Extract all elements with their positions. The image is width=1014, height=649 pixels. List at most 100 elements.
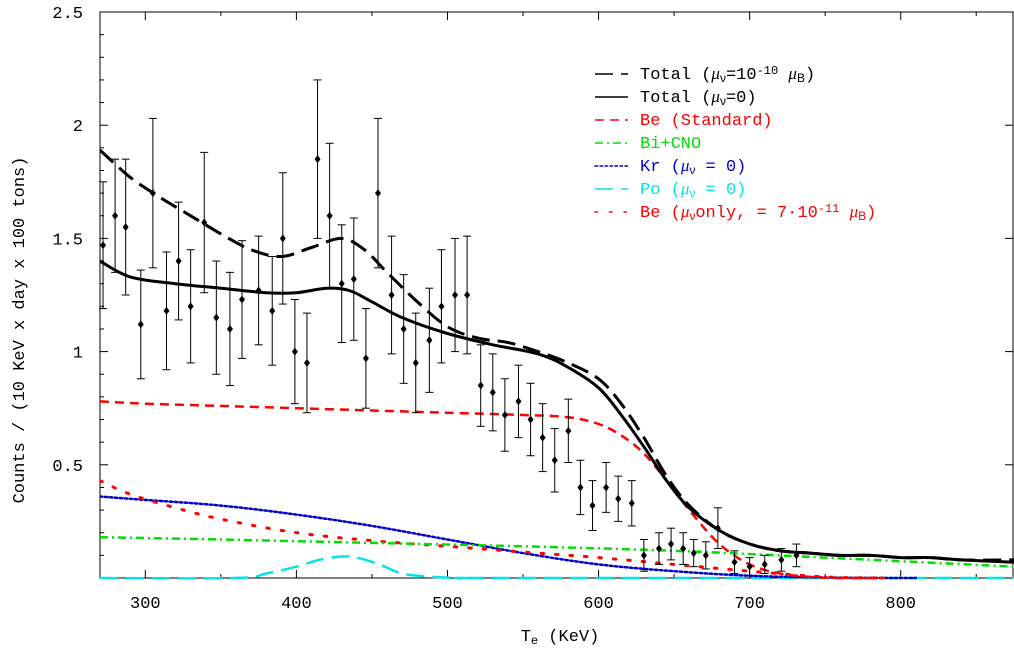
series-lines: [100, 148, 1014, 580]
x-axis-label: Te (KeV): [521, 628, 600, 648]
point-marker: [400, 324, 407, 333]
data-point: [488, 353, 497, 432]
data-point: [136, 269, 145, 380]
y-tick-label: 2: [73, 118, 83, 137]
point-marker: [489, 388, 496, 397]
point-marker: [589, 501, 596, 510]
data-point: [602, 462, 611, 513]
point-marker: [163, 306, 170, 315]
point-marker: [175, 257, 182, 266]
data-point: [745, 557, 754, 577]
data-point: [627, 480, 636, 527]
data-point: [148, 117, 157, 269]
data-point: [701, 541, 710, 570]
point-marker: [100, 241, 107, 250]
point-marker: [477, 381, 484, 390]
data-point: [514, 364, 523, 439]
point-marker: [539, 433, 546, 442]
x-tick-label: 400: [281, 595, 312, 614]
data-point: [792, 543, 801, 568]
data-point: [121, 158, 130, 296]
point-marker: [628, 499, 635, 508]
legend-label: Bi+CNO: [640, 135, 701, 154]
data-point: [679, 532, 688, 565]
data-point: [174, 201, 183, 321]
point-marker: [452, 291, 459, 299]
data-point: [588, 480, 597, 531]
data-point: [225, 271, 234, 387]
data-point: [451, 237, 460, 353]
data-point: [268, 256, 277, 366]
data-point: [437, 249, 446, 364]
point-marker: [374, 189, 381, 198]
point-marker: [291, 347, 298, 356]
x-tick-label: 300: [130, 595, 161, 614]
data-point: [186, 249, 195, 364]
data-point: [538, 403, 547, 473]
plot-frame: [99, 11, 1014, 579]
data-point: [313, 79, 322, 239]
axis-ticks: 300 400 500 600 700 800 0.5 1 1.5 2 2.5: [52, 5, 1013, 614]
point-marker: [213, 313, 220, 322]
point-marker: [338, 279, 345, 288]
point-marker: [388, 291, 395, 299]
point-marker: [668, 540, 675, 549]
series-line-total-mu: [100, 148, 1014, 562]
series-line-be-standard: [100, 400, 886, 580]
point-marker: [226, 324, 233, 333]
point-marker: [326, 211, 333, 220]
data-point: [361, 308, 370, 409]
point-marker: [438, 302, 445, 311]
point-marker: [515, 397, 522, 406]
point-marker: [303, 358, 310, 367]
point-marker: [464, 291, 471, 299]
point-marker: [137, 320, 144, 329]
point-marker: [640, 551, 647, 560]
data-point: [325, 142, 334, 289]
point-marker: [551, 456, 558, 465]
data-point: [476, 344, 485, 427]
point-marker: [149, 189, 156, 198]
data-point: [387, 235, 396, 355]
point-marker: [412, 358, 419, 367]
series-line-kr: [100, 495, 918, 580]
data-point: [111, 158, 120, 273]
data-point: [713, 507, 722, 550]
point-marker: [362, 354, 369, 363]
legend-label: Total (μν=0): [640, 87, 757, 108]
data-point: [290, 299, 299, 405]
data-point: [349, 217, 358, 341]
series-line-total-0: [100, 259, 1014, 564]
point-marker: [350, 275, 357, 284]
point-marker: [187, 302, 194, 311]
data-point: [639, 539, 648, 572]
point-marker: [122, 223, 129, 232]
series-line-bi-cno: [100, 535, 1014, 568]
legend-label: Be (Standard): [640, 112, 773, 131]
x-tick-label: 700: [734, 595, 765, 614]
data-point: [760, 554, 769, 574]
point-marker: [731, 558, 738, 567]
legend-label: Po (μν = 0): [640, 179, 746, 200]
data-point: [654, 532, 663, 565]
data-point: [425, 287, 434, 393]
point-marker: [690, 549, 697, 558]
point-marker: [269, 306, 276, 315]
data-point: [99, 181, 108, 310]
y-axis-label: Counts / (10 KeV x day x 100 tons): [11, 157, 30, 504]
point-marker: [655, 544, 662, 553]
data-point: [254, 235, 263, 346]
y-tick-label: 0.5: [52, 458, 83, 477]
data-point: [500, 378, 509, 452]
data-point: [550, 428, 559, 493]
data-point: [278, 172, 287, 305]
legend-item-be-mu: Be (μνonly, = 7·10-11 μB): [594, 202, 876, 223]
point-marker: [255, 286, 262, 295]
legend-item-kr: Kr (μν = 0): [594, 156, 746, 177]
data-point: [212, 260, 221, 375]
data-point: [576, 459, 585, 516]
point-marker: [201, 218, 208, 227]
legend: Total (μν=10-10 μB)Total (μν=0) Be (Stand…: [594, 64, 876, 223]
legend-item-be-standard: Be (Standard): [595, 112, 773, 131]
